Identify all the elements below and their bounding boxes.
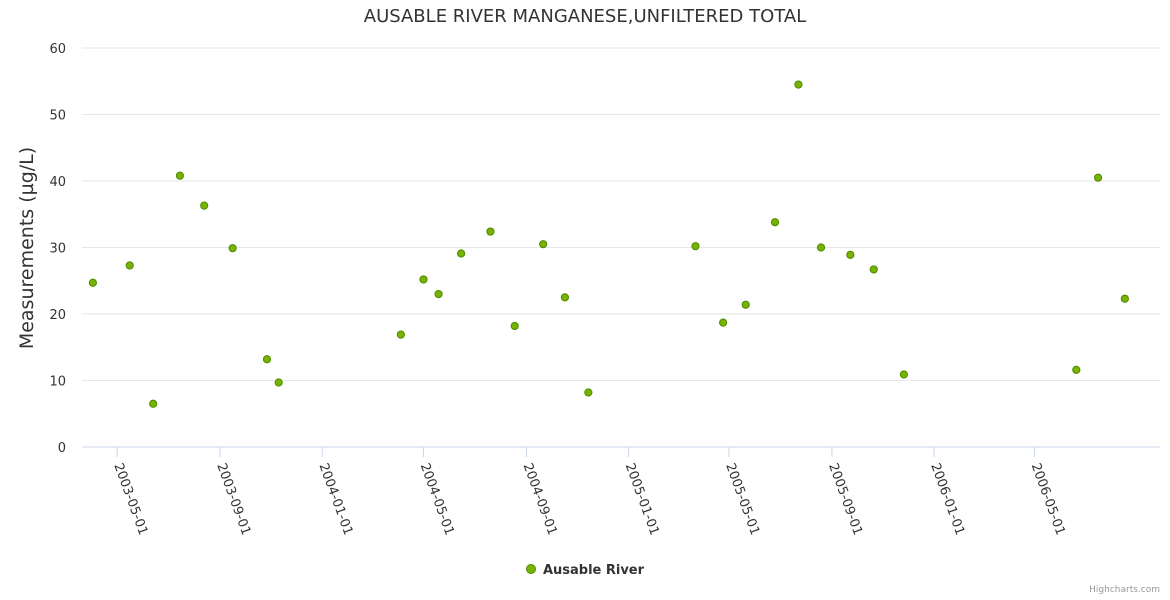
data-points [88,80,1129,408]
data-point[interactable] [816,243,826,252]
data-point[interactable] [899,370,908,379]
y-tick-label: 60 [49,42,66,57]
data-point[interactable] [1072,365,1081,374]
data-point[interactable] [262,355,272,364]
data-point[interactable] [419,275,428,284]
data-point[interactable] [691,242,700,251]
credits-link[interactable]: Highcharts.com [1089,585,1160,595]
x-tick-label: 2003-05-01 [110,461,150,537]
y-tick-label: 50 [49,109,66,124]
y-tick-label: 20 [49,308,66,323]
x-axis: 2003-05-01 2003-09-01 2004-01-01 2004-05-01… [110,447,1068,537]
data-point[interactable] [486,227,495,236]
x-tick-label: 2004-01-01 [315,461,355,537]
chart-title: AUSABLE RIVER MANGANESE,UNFILTERED TOTAL [363,6,807,27]
legend-marker-icon [525,564,536,574]
data-point[interactable] [719,318,728,327]
data-point[interactable] [1120,294,1129,303]
y-axis-title: Measurements (µg/L) [16,147,38,349]
legend-label[interactable]: Ausable River [542,563,645,578]
data-point[interactable] [125,261,134,270]
x-tick-label: 2006-05-01 [1028,461,1068,537]
data-point[interactable] [584,388,593,397]
x-tick-label: 2005-05-01 [722,461,762,537]
x-tick-label: 2003-09-01 [213,461,253,537]
data-point[interactable] [274,378,283,387]
x-tick-label: 2004-09-01 [520,461,560,537]
x-tick-label: 2005-09-01 [825,461,865,537]
x-tick-label: 2005-01-01 [622,461,662,537]
data-point[interactable] [794,80,803,89]
x-tick-label: 2004-05-01 [417,461,457,537]
data-point[interactable] [149,399,158,408]
data-point[interactable] [510,321,519,331]
data-point[interactable] [846,250,855,259]
legend[interactable]: Ausable River [0,563,1170,578]
data-point[interactable] [200,201,209,210]
data-point[interactable] [741,300,750,309]
y-tick-label: 10 [49,375,66,390]
data-point[interactable] [434,289,443,299]
data-point[interactable] [175,171,185,180]
data-point[interactable] [228,244,237,253]
data-point[interactable] [1093,173,1103,182]
x-tick-label: 2006-01-01 [927,461,967,537]
data-point[interactable] [396,330,405,339]
y-tick-label: 30 [49,242,66,257]
data-point[interactable] [539,240,548,249]
data-point[interactable] [457,249,466,258]
y-tick-label: 0 [58,441,66,456]
data-point[interactable] [560,293,570,302]
data-point[interactable] [770,218,780,227]
grid-lines [82,47,1160,448]
y-tick-label: 40 [49,175,66,190]
data-point[interactable] [88,278,97,287]
data-point[interactable] [869,265,878,274]
y-axis: 0 10 20 30 40 50 60 [49,42,66,456]
